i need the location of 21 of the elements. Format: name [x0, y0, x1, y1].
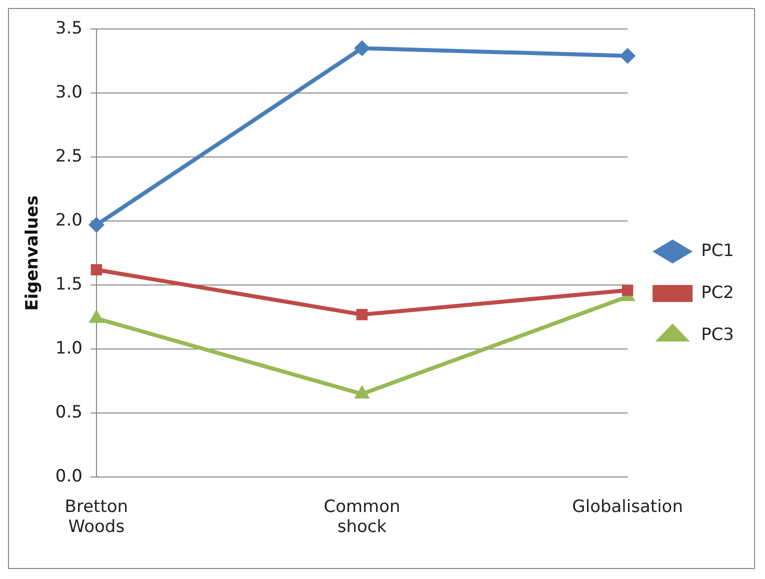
y-tick-label: 2.5 [55, 146, 82, 166]
y-tick-label: 1.5 [55, 274, 82, 295]
point [622, 284, 634, 296]
x-tick-label: Common shock [324, 496, 400, 538]
legend-label: PC1 [701, 240, 734, 261]
legend-label: PC2 [701, 282, 734, 303]
y-axis-title: Eigenvalues [22, 195, 43, 311]
point [90, 264, 102, 276]
legend-label: PC3 [701, 324, 734, 345]
y-tick-label: 3.0 [55, 82, 82, 102]
y-tick-label: 1.0 [55, 338, 82, 359]
y-tick-label: 0.0 [55, 466, 82, 487]
x-tick-label: Bretton Woods [64, 496, 128, 538]
point [356, 308, 368, 320]
point [620, 48, 636, 64]
point [88, 216, 104, 233]
y-tick-label: 2.0 [55, 210, 82, 231]
y-tick-label: 0.5 [55, 402, 82, 423]
x-tick-label: Globalisation [572, 496, 683, 517]
point [354, 40, 370, 56]
y-tick-label: 3.5 [55, 18, 82, 38]
